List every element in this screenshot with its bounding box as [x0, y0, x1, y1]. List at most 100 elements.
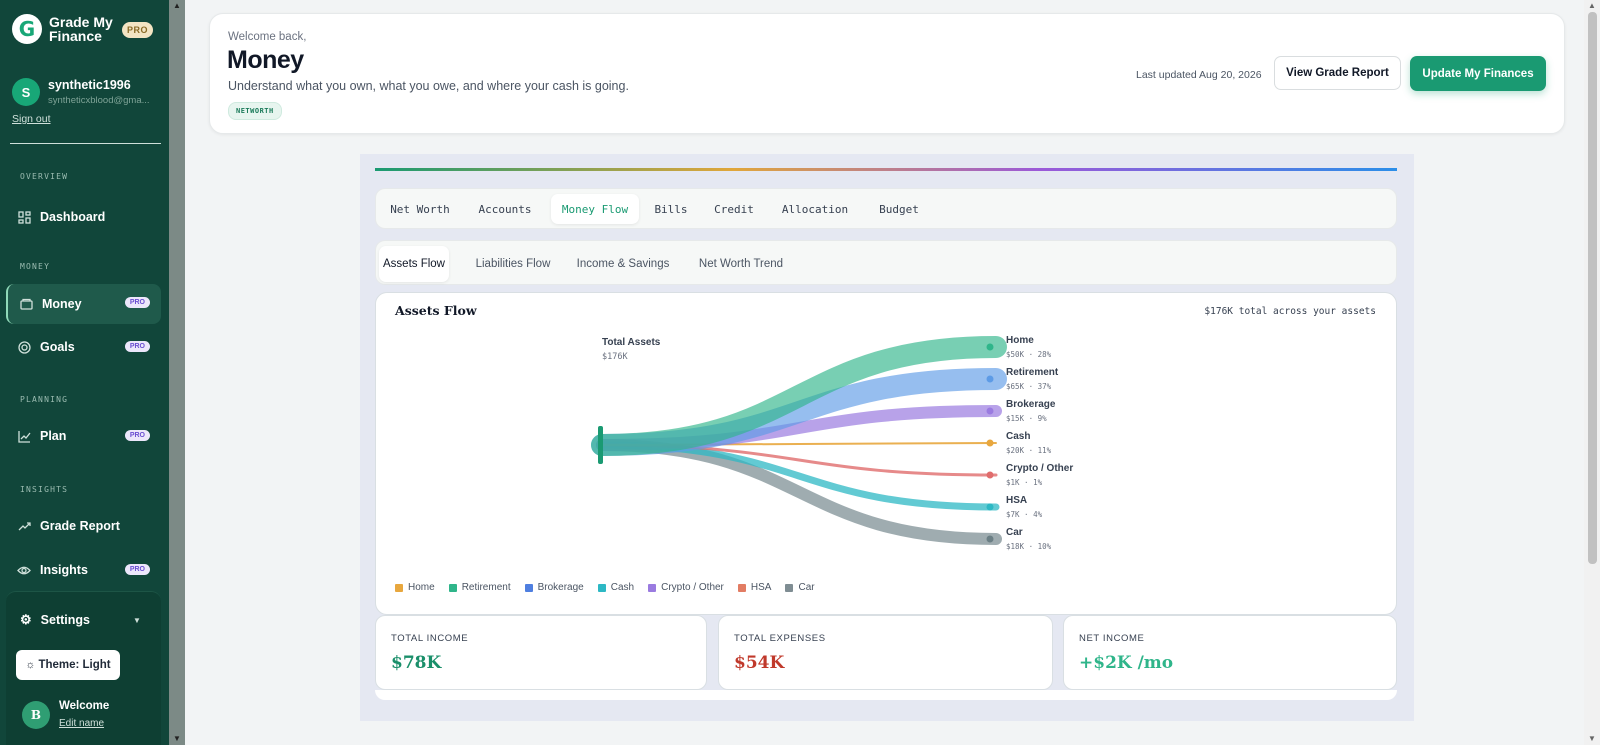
legend-item: Crypto / Other [648, 582, 724, 593]
trend-up-icon [17, 519, 31, 533]
sidebar-item-label: Grade Report [40, 519, 120, 533]
tab-net-worth[interactable]: Net Worth [390, 202, 450, 216]
sidebar-item-dashboard[interactable]: Dashboard [6, 198, 161, 236]
legend-label: Crypto / Other [661, 582, 724, 593]
source-node [598, 426, 603, 464]
target-label: Retirement [1006, 367, 1059, 378]
legend-item: Home [395, 582, 435, 593]
subtab-liabilities-flow[interactable]: Liabilities Flow [475, 258, 551, 270]
sun-icon: ☼ [25, 659, 36, 671]
pro-badge: PRO [124, 297, 150, 308]
stat-total-income: TOTAL INCOME $78K [375, 615, 707, 690]
scroll-up-icon[interactable]: ▲ [173, 1, 181, 10]
sankey-diagram: Total Assets $176K Home $50K · 28% Retiremen… [591, 335, 1073, 551]
pro-badge: PRO [124, 341, 150, 352]
stat-label: TOTAL INCOME [391, 633, 469, 644]
flow-link [591, 336, 1007, 456]
legend-label: Cash [610, 582, 635, 593]
target-node [986, 535, 994, 543]
tab-credit[interactable]: Credit [714, 202, 754, 216]
sidebar-item-money[interactable]: Money PRO [6, 284, 161, 324]
update-finances-button[interactable]: Update My Finances [1410, 56, 1546, 91]
sidebar-item-label: Insights [40, 563, 88, 577]
view-grade-report-button[interactable]: View Grade Report [1274, 56, 1401, 90]
stat-label: TOTAL EXPENSES [734, 633, 826, 644]
settings-toggle[interactable]: ⚙ Settings [20, 612, 90, 628]
scroll-down-icon[interactable]: ▼ [1588, 734, 1596, 743]
pro-badge: PRO [124, 430, 150, 441]
source-label: Total Assets [602, 337, 661, 348]
target-label: Home [1006, 335, 1034, 346]
section-label-planning: PLANNING [20, 395, 69, 404]
legend-swatch [737, 583, 746, 592]
tab-allocation[interactable]: Allocation [781, 202, 849, 216]
sidebar-item-label: Dashboard [40, 210, 106, 224]
sidebar-item-grade-report[interactable]: Grade Report [6, 507, 161, 545]
legend-label: Brokerage [537, 582, 584, 593]
divider [10, 143, 161, 144]
target-value: $1K · 1% [1006, 478, 1043, 487]
legend-label: HSA [750, 582, 772, 593]
sub-tabs: Assets Flow Liabilities Flow Income & Sa… [375, 240, 1397, 285]
stat-value: +$2K /mo [1079, 653, 1174, 673]
eye-icon [17, 563, 31, 577]
money-panel: Net Worth Accounts Money Flow Bills Cred… [360, 154, 1414, 721]
sidebar-scrollbar[interactable]: ▲ ▼ [169, 0, 185, 745]
stat-value: $54K [734, 653, 785, 673]
legend-label: Retirement [461, 582, 511, 593]
legend-swatch [648, 583, 657, 592]
settings-label: Settings [40, 613, 90, 627]
legend-swatch [785, 583, 794, 592]
stat-total-expenses: TOTAL EXPENSES $54K [718, 615, 1053, 690]
edit-name-link[interactable]: Edit name [59, 718, 105, 729]
assets-flow-chart: Assets Flow $176K total across your asse… [375, 292, 1397, 615]
sign-out-link[interactable]: Sign out [12, 113, 51, 125]
scroll-up-icon[interactable]: ▲ [1588, 1, 1596, 10]
sidebar-item-plan[interactable]: Plan PRO [6, 417, 161, 455]
user-name: synthetic1996 [48, 78, 131, 92]
chart-line-icon [17, 429, 31, 443]
section-label-money: MONEY [20, 262, 51, 271]
brand-name: Grade My Finance [49, 14, 113, 44]
target-value: $20K · 11% [1006, 446, 1052, 455]
welcome-text: Welcome back, [228, 31, 307, 43]
main-tabs: Net Worth Accounts Money Flow Bills Cred… [375, 188, 1397, 229]
page-header: Welcome back, Money Understand what you … [209, 13, 1565, 134]
target-node [986, 503, 994, 511]
target-value: $7K · 4% [1006, 510, 1043, 519]
panel-footer [375, 690, 1397, 700]
target-node [986, 407, 994, 415]
tab-money-flow[interactable]: Money Flow [551, 194, 639, 224]
chevron-down-icon[interactable]: ▼ [133, 616, 141, 625]
target-value: $15K · 9% [1006, 414, 1047, 423]
subtab-income-savings[interactable]: Income & Savings [576, 258, 670, 270]
target-value: $18K · 10% [1006, 542, 1052, 551]
target-value: $65K · 37% [1006, 382, 1052, 391]
target-label: Cash [1006, 431, 1030, 442]
sidebar-item-insights[interactable]: Insights PRO [6, 551, 161, 589]
page-scrollbar[interactable]: ▲ ▼ [1584, 0, 1600, 745]
chart-title: Assets Flow [395, 303, 477, 318]
stat-value: $78K [391, 653, 442, 673]
scrollbar-thumb[interactable] [1588, 12, 1597, 564]
pro-badge: PRO [122, 22, 154, 38]
sidebar: G Grade My Finance PRO S synthetic1996 sy… [0, 0, 169, 745]
tab-accounts[interactable]: Accounts [478, 202, 532, 216]
scroll-down-icon[interactable]: ▼ [173, 734, 181, 743]
brand[interactable]: G Grade My Finance [12, 14, 113, 44]
legend-swatch [395, 583, 403, 592]
tab-bills[interactable]: Bills [654, 202, 688, 216]
theme-label: Theme: Light [38, 659, 111, 671]
user-email: syntheticxblood@gma... [48, 95, 150, 106]
theme-toggle-button[interactable]: ☼ Theme: Light [16, 650, 120, 680]
legend-swatch [448, 583, 457, 592]
welcome-name: Welcome [59, 700, 110, 712]
tab-budget[interactable]: Budget [879, 202, 919, 216]
subtab-net-worth-trend[interactable]: Net Worth Trend [698, 258, 784, 270]
legend-swatch [524, 583, 533, 592]
sidebar-item-goals[interactable]: Goals PRO [6, 328, 161, 366]
wallet-icon [19, 297, 33, 311]
target-label: Crypto / Other [1006, 463, 1073, 474]
accent-gradient-line [375, 168, 1397, 171]
subtab-assets-flow[interactable]: Assets Flow [379, 246, 449, 282]
